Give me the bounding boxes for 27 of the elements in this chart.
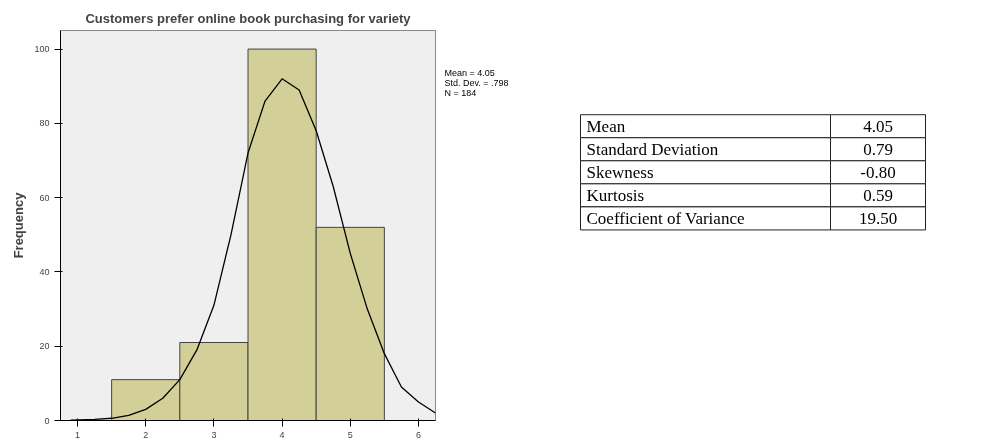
text: 4.05 xyxy=(863,116,893,136)
x-tick-label: 1 xyxy=(75,429,81,440)
x-tick-label: 4 xyxy=(279,429,285,440)
text: 0.59 xyxy=(863,185,893,205)
x-tick-label: 5 xyxy=(347,429,353,440)
y-tick-label: 0 xyxy=(44,415,50,426)
text: N = 184 xyxy=(444,87,477,98)
x-tick-label: 3 xyxy=(211,429,217,440)
x-tick-label: 2 xyxy=(143,429,149,440)
text: -0.80 xyxy=(860,162,896,182)
y-tick-label: 60 xyxy=(39,192,50,203)
y-tick-label: 20 xyxy=(39,341,50,352)
text: Mean = 4.05 xyxy=(444,68,495,79)
text: Coefficient of Variance xyxy=(586,208,745,228)
text: Standard Deviation xyxy=(586,139,719,159)
y-axis-title: Frequency xyxy=(11,191,27,259)
y-tick-label: 100 xyxy=(34,44,50,55)
text: 19.50 xyxy=(858,208,898,228)
text: Kurtosis xyxy=(586,185,645,205)
y-tick-label: 80 xyxy=(39,118,50,129)
text: Std. Dev. = .798 xyxy=(444,77,509,88)
y-tick-label: 40 xyxy=(39,266,50,277)
x-tick-label: 6 xyxy=(415,429,421,440)
text: 0.79 xyxy=(863,139,893,159)
chart-title: Customers prefer online book purchasing for variety xyxy=(85,10,412,26)
text: Mean xyxy=(586,116,626,136)
text: Skewness xyxy=(586,162,654,182)
